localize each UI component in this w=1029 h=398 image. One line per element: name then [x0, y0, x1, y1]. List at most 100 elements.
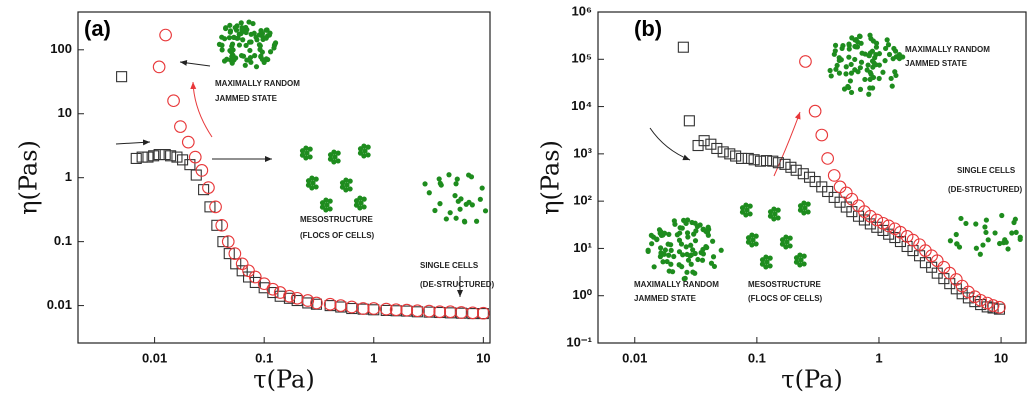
circle-point — [356, 302, 370, 315]
y-tick-label: 10⁻¹ — [566, 334, 592, 349]
cell — [443, 216, 449, 222]
cell — [234, 23, 240, 29]
cell — [992, 230, 998, 236]
cell — [331, 149, 337, 155]
annotation: (FLOCS OF CELLS) — [748, 294, 823, 303]
cell — [873, 44, 880, 50]
circle-point — [400, 303, 414, 317]
square-point — [822, 185, 834, 198]
cell — [313, 176, 319, 182]
annotation: SINGLE CELLS — [420, 261, 479, 270]
cell — [846, 54, 852, 60]
cell — [469, 202, 475, 208]
cell — [438, 182, 444, 188]
cell — [688, 242, 694, 248]
cell — [793, 259, 800, 265]
square-point — [736, 152, 748, 164]
cell — [704, 244, 710, 251]
cell — [859, 50, 865, 56]
cell — [660, 259, 666, 265]
cell — [332, 154, 338, 160]
square-point — [790, 164, 802, 176]
x-tick-label: 0.1 — [748, 350, 766, 365]
cell — [238, 20, 244, 26]
cell — [891, 45, 897, 52]
cell — [980, 242, 986, 248]
cell — [888, 75, 894, 82]
y-tick-label: 10¹ — [573, 240, 592, 255]
cell — [361, 204, 367, 210]
circle-point — [379, 302, 393, 316]
circle-point — [870, 213, 884, 227]
cell — [947, 238, 954, 244]
cell — [666, 231, 672, 237]
annotation: (FLOCS OF CELLS) — [300, 231, 375, 240]
circle-point — [266, 282, 280, 296]
annotation: MAXIMALLY RANDOM — [215, 79, 300, 88]
arrow — [190, 81, 213, 138]
cell — [862, 76, 868, 83]
cell — [260, 36, 266, 43]
cell — [236, 42, 243, 48]
square-point — [236, 265, 248, 277]
annotation: SINGLE CELLS — [957, 166, 1016, 175]
circle-point — [815, 128, 829, 142]
cell — [649, 241, 655, 247]
cell — [267, 49, 274, 55]
cell — [779, 241, 786, 247]
cell — [654, 236, 660, 243]
panel-label: (b) — [634, 16, 662, 41]
annotation: (DE-STRUCTURED) — [948, 185, 1023, 194]
cell — [240, 53, 247, 59]
cell — [846, 84, 852, 91]
cell — [802, 205, 808, 211]
cell — [668, 247, 674, 253]
square-point — [346, 302, 358, 315]
y-tick-label: 0.1 — [54, 233, 72, 248]
annotation: JAMMED STATE — [905, 59, 968, 68]
cell — [759, 261, 766, 267]
cell — [235, 35, 241, 41]
cell — [744, 207, 750, 213]
cell — [856, 33, 863, 39]
annotation: MAXIMALLY RANDOM — [905, 45, 990, 54]
cell — [681, 276, 687, 282]
cell — [343, 177, 349, 183]
cell — [865, 62, 871, 68]
square-point — [153, 149, 165, 161]
square-point — [211, 219, 223, 231]
circle-point — [273, 286, 287, 299]
cell — [834, 62, 840, 69]
cell — [876, 62, 882, 68]
cell — [956, 244, 963, 250]
cell — [685, 257, 692, 263]
circle-point — [821, 152, 835, 165]
cell — [335, 158, 341, 164]
cell — [854, 44, 861, 50]
cell — [361, 196, 367, 202]
cell — [848, 70, 855, 76]
annotation: JAMMED STATE — [634, 294, 697, 303]
cell — [848, 61, 854, 68]
square-point — [683, 115, 695, 127]
cell — [843, 71, 849, 77]
cell — [839, 45, 845, 51]
cell — [457, 206, 463, 212]
cell — [257, 43, 263, 49]
cell — [688, 261, 694, 267]
cell — [1013, 229, 1019, 236]
square-point — [136, 151, 148, 163]
circle-point — [242, 264, 255, 278]
cell — [885, 42, 892, 48]
square-point — [204, 201, 216, 213]
cell — [718, 247, 724, 253]
circle-point — [345, 300, 359, 314]
cell — [307, 154, 313, 160]
y-tick-label: 10⁶ — [572, 3, 592, 18]
cell — [867, 32, 873, 38]
cell — [784, 239, 790, 245]
circle-point — [290, 291, 304, 305]
square-point — [116, 71, 128, 83]
cell — [645, 248, 651, 254]
circle-point — [943, 266, 957, 280]
